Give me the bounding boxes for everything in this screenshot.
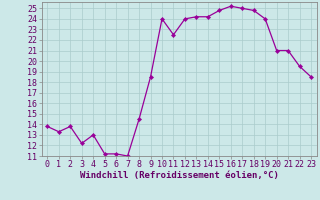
X-axis label: Windchill (Refroidissement éolien,°C): Windchill (Refroidissement éolien,°C) <box>80 171 279 180</box>
